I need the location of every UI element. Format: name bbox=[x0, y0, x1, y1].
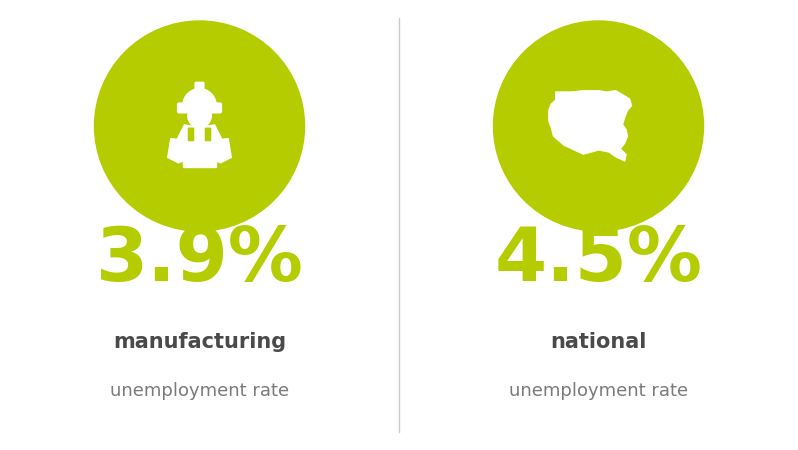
Circle shape bbox=[188, 104, 211, 128]
Wedge shape bbox=[183, 89, 216, 105]
Polygon shape bbox=[183, 140, 216, 167]
Circle shape bbox=[493, 21, 704, 231]
FancyBboxPatch shape bbox=[188, 128, 194, 140]
Polygon shape bbox=[177, 125, 222, 140]
Circle shape bbox=[94, 21, 305, 231]
Text: unemployment rate: unemployment rate bbox=[509, 382, 688, 400]
FancyBboxPatch shape bbox=[205, 128, 211, 140]
Polygon shape bbox=[216, 139, 231, 163]
Text: national: national bbox=[551, 332, 646, 352]
FancyBboxPatch shape bbox=[195, 82, 204, 90]
FancyBboxPatch shape bbox=[178, 103, 221, 113]
Text: 3.9%: 3.9% bbox=[96, 225, 303, 297]
Text: 4.5%: 4.5% bbox=[495, 225, 702, 297]
Polygon shape bbox=[548, 90, 632, 162]
Text: manufacturing: manufacturing bbox=[113, 332, 286, 352]
Text: unemployment rate: unemployment rate bbox=[110, 382, 289, 400]
FancyBboxPatch shape bbox=[194, 117, 205, 128]
Polygon shape bbox=[168, 139, 183, 163]
